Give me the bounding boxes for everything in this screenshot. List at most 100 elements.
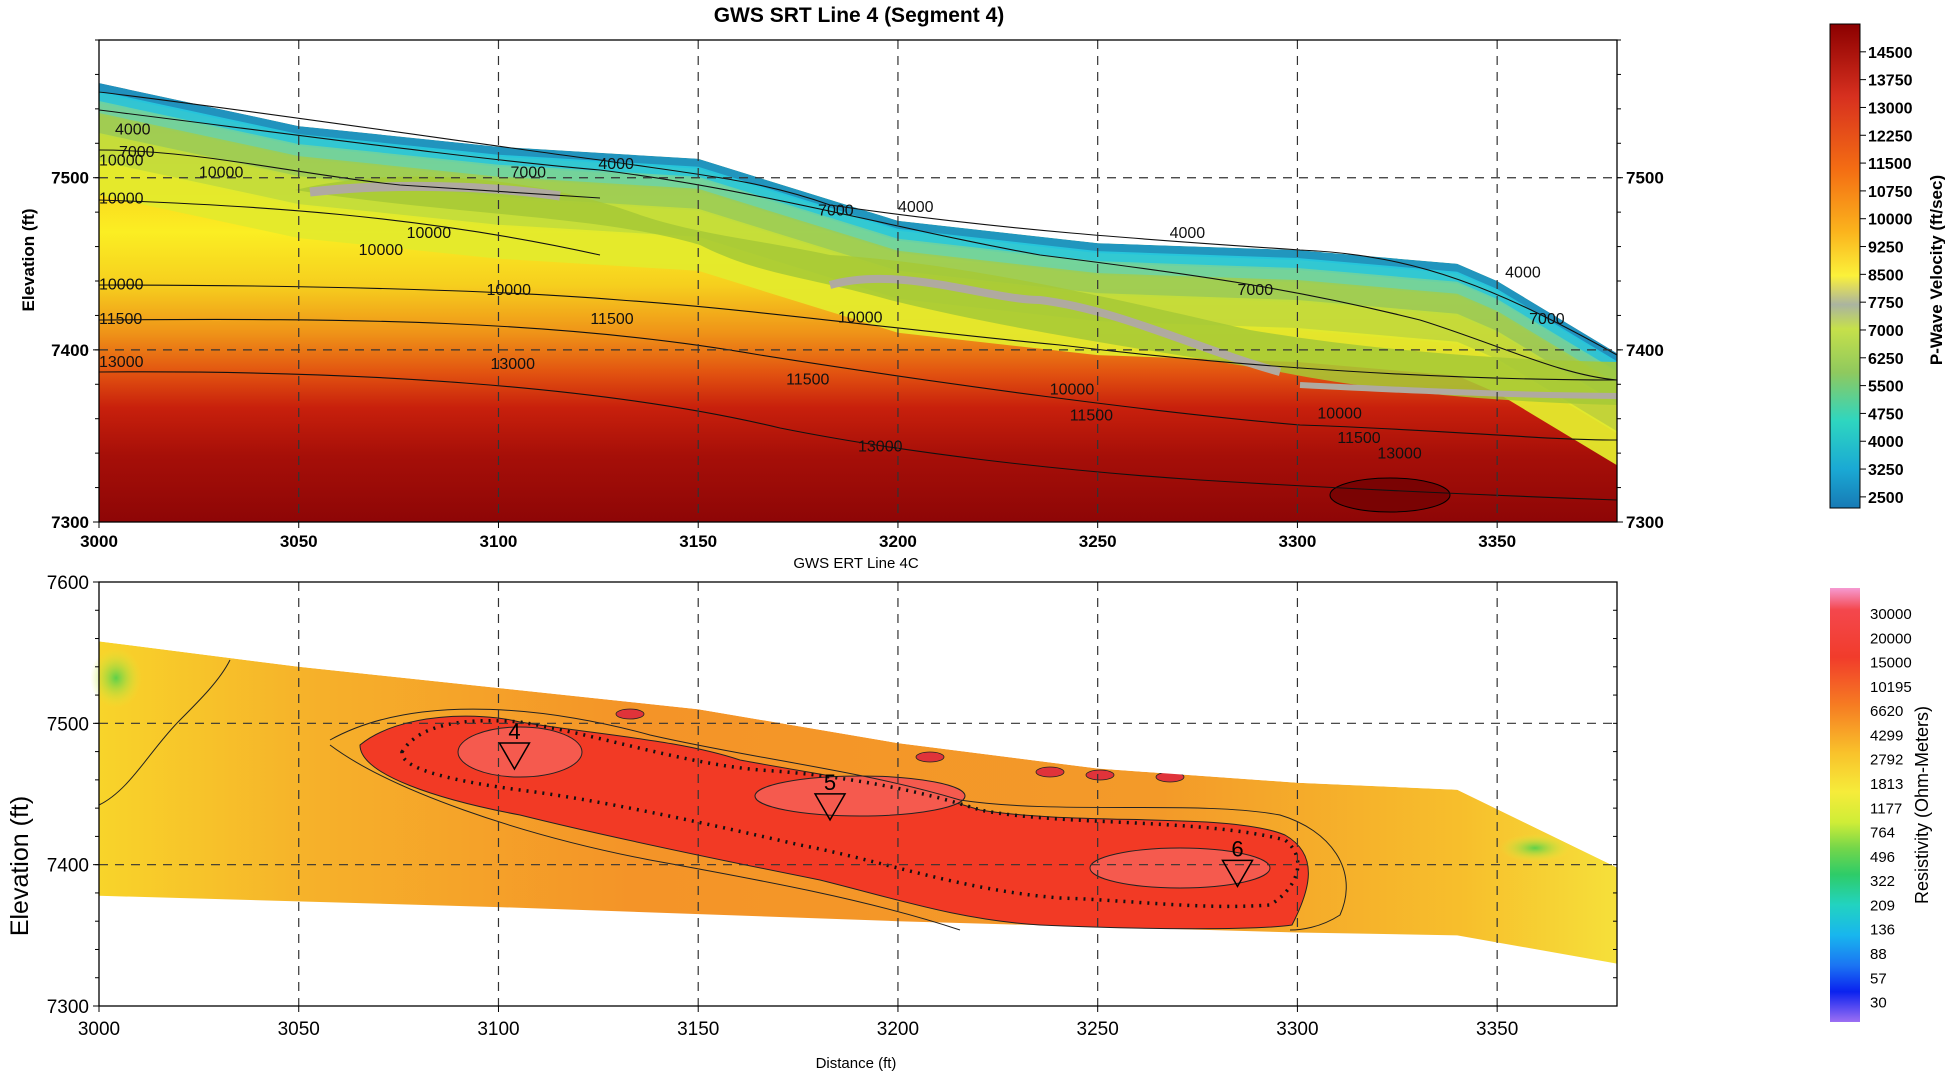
srt-x-tick-3100: 3100 xyxy=(480,532,518,551)
srt-contour-label-25: 13000 xyxy=(99,354,144,371)
ert-annotations: 4 5 6 xyxy=(498,719,1254,888)
water-level-label-5: 5 xyxy=(824,770,836,795)
srt-cbar-tick-13750: 13750 xyxy=(1868,73,1913,90)
ert-surface-anomaly-4 xyxy=(1085,769,1115,781)
srt-contour-label-27: 13000 xyxy=(858,438,903,455)
ert-y-axis-label: Elevation (ft) xyxy=(6,796,34,936)
ert-y-tick-7500: 7500 xyxy=(47,714,89,735)
srt-contour-label-16: 10000 xyxy=(486,282,531,299)
srt-contour-line-4 xyxy=(98,284,1618,381)
srt-contour-label-2: 4000 xyxy=(898,199,934,216)
ert-x-tick-3000: 3000 xyxy=(78,1019,120,1040)
srt-band-2 xyxy=(99,101,1617,386)
srt-cbar-tick-4750: 4750 xyxy=(1868,406,1904,423)
ert-anomaly-5 xyxy=(754,775,966,817)
srt-contour-line-5 xyxy=(98,318,1618,441)
srt-x-tick-3300: 3300 xyxy=(1279,532,1317,551)
ert-anomaly-4 xyxy=(457,726,583,778)
srt-grid xyxy=(99,40,1617,522)
ert-cbar-tick-6620: 6620 xyxy=(1870,703,1903,720)
ert-colorbar-ticks: 30000 20000 15000 10195 6620 4299 2792 1813 1177… xyxy=(1870,606,1912,1012)
srt-x-tick-3200: 3200 xyxy=(879,532,917,551)
ert-cbar-tick-57: 57 xyxy=(1870,970,1887,987)
srt-title: GWS SRT Line 4 (Segment 4) xyxy=(714,4,1005,27)
srt-cbar-tick-7000: 7000 xyxy=(1868,323,1904,340)
ert-contour-line-mid xyxy=(329,708,1347,931)
ert-green-zone-left xyxy=(90,648,142,708)
srt-band-1 xyxy=(99,91,1617,374)
ert-cbar-tick-30000: 30000 xyxy=(1870,606,1912,623)
srt-y-tick-7300: 7300 xyxy=(51,513,89,532)
ert-title: GWS ERT Line 4C xyxy=(793,555,918,572)
srt-x-tick-3150: 3150 xyxy=(679,532,717,551)
ert-green-zone-right xyxy=(1499,834,1571,862)
ert-cbar-tick-322: 322 xyxy=(1870,873,1895,890)
ert-colorbar xyxy=(1830,588,1860,1022)
ert-cbar-tick-2792: 2792 xyxy=(1870,752,1903,769)
srt-cbar-tick-4000: 4000 xyxy=(1868,434,1904,451)
srt-contour-label-15: 10000 xyxy=(99,277,144,294)
ert-plot-frame xyxy=(98,581,1618,1007)
srt-contour-label-1: 4000 xyxy=(598,156,634,173)
srt-y-tick-right-7500: 7500 xyxy=(1626,169,1664,188)
srt-contour-label-19: 10000 xyxy=(1317,406,1362,423)
srt-air xyxy=(99,40,1617,354)
srt-contour-label-6: 7000 xyxy=(510,165,546,182)
srt-contour-label-12: 10000 xyxy=(99,191,144,208)
ert-x-axis-label: Distance (ft) xyxy=(816,1055,897,1072)
srt-contour-label-3: 4000 xyxy=(1170,225,1206,242)
srt-cbar-tick-11500: 11500 xyxy=(1868,156,1912,173)
srt-y-tick-right-7300: 7300 xyxy=(1626,513,1664,532)
ert-y-axis: 7300 7400 7500 7600 xyxy=(47,573,1617,1018)
ert-x-tick-3350: 3350 xyxy=(1476,1019,1518,1040)
srt-x-axis: 3000 3050 3100 3150 3200 3250 3300 3350 xyxy=(80,522,1516,551)
srt-x-tick-3050: 3050 xyxy=(280,532,318,551)
srt-contour-line-2 xyxy=(98,149,601,199)
srt-cbar-tick-8500: 8500 xyxy=(1868,267,1904,284)
ert-x-tick-3150: 3150 xyxy=(677,1019,719,1040)
srt-contour-label-26: 13000 xyxy=(490,356,535,373)
srt-cbar-tick-6250: 6250 xyxy=(1868,351,1904,368)
ert-x-axis: 3000 3050 3100 3150 3200 3250 3300 3350 xyxy=(78,1006,1518,1040)
water-level-marker-5 xyxy=(813,793,847,822)
srt-contour-label-14: 10000 xyxy=(359,242,404,259)
srt-band-5 xyxy=(99,161,1617,466)
srt-contour-label-17: 10000 xyxy=(838,309,883,326)
srt-cbar-tick-9250: 9250 xyxy=(1868,240,1904,257)
srt-contour-line-0 xyxy=(98,91,1618,356)
ert-x-tick-3250: 3250 xyxy=(1077,1019,1119,1040)
water-level-label-6: 6 xyxy=(1231,836,1243,861)
srt-y-tick-7500: 7500 xyxy=(51,169,89,188)
ert-cbar-tick-88: 88 xyxy=(1870,946,1887,963)
srt-contour-label-11: 10000 xyxy=(199,165,244,182)
srt-x-tick-3000: 3000 xyxy=(80,532,118,551)
srt-contour-label-23: 11500 xyxy=(1070,407,1113,424)
ert-x-tick-3200: 3200 xyxy=(877,1019,919,1040)
ert-cbar-tick-136: 136 xyxy=(1870,922,1895,939)
ert-y-tick-7400: 7400 xyxy=(47,856,89,877)
ert-cbar-tick-764: 764 xyxy=(1870,825,1895,842)
ert-cbar-tick-30: 30 xyxy=(1870,995,1887,1012)
ert-y-tick-7600: 7600 xyxy=(47,573,89,594)
srt-cbar-tick-14500: 14500 xyxy=(1868,45,1913,62)
srt-x-tick-3350: 3350 xyxy=(1478,532,1516,551)
srt-cbar-tick-2500: 2500 xyxy=(1868,490,1904,507)
srt-y-axis-label: Elevation (ft) xyxy=(19,209,38,312)
water-level-marker-6 xyxy=(1221,859,1254,888)
ert-cbar-tick-10195: 10195 xyxy=(1870,679,1912,696)
srt-contour-label-5: 7000 xyxy=(119,144,155,161)
srt-contour-line-1 xyxy=(98,109,1618,381)
ert-contour-line-left xyxy=(98,659,231,806)
ert-air xyxy=(99,582,1617,868)
srt-cbar-tick-10000: 10000 xyxy=(1868,212,1913,229)
ert-cbar-tick-1177: 1177 xyxy=(1870,800,1902,817)
ert-surface-anomaly-3 xyxy=(1035,766,1065,778)
ert-cbar-tick-4299: 4299 xyxy=(1870,727,1903,744)
ert-surface-anomaly-2 xyxy=(915,751,945,763)
srt-contour-label-18: 10000 xyxy=(1050,382,1095,399)
srt-cbar-tick-10750: 10750 xyxy=(1868,184,1913,201)
ert-contour-line-lower xyxy=(329,744,961,931)
srt-contour-label-8: 7000 xyxy=(1238,282,1274,299)
srt-cbar-tick-12250: 12250 xyxy=(1868,128,1913,145)
